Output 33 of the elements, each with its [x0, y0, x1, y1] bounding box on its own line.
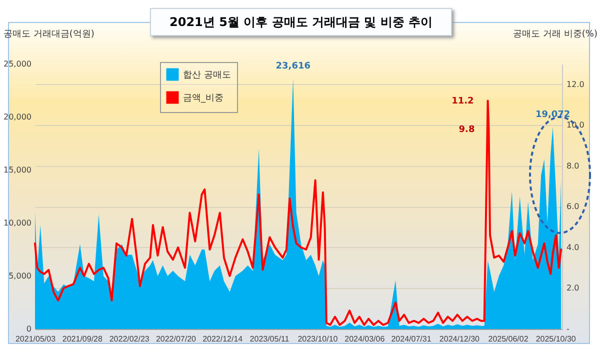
y-tick-label: 15,000 — [4, 166, 32, 174]
x-tick-label: 2025/06/02 — [488, 334, 529, 344]
data-label: 23,616 — [276, 62, 310, 72]
x-tick-label: 2023/05/11 — [250, 334, 290, 344]
y-axis-title: 공매도 거래대금(억원) — [4, 30, 94, 40]
y-tick-label: 25,000 — [4, 60, 32, 68]
x-tick-label: 2025/10/30 — [536, 334, 576, 344]
x-tick-label: 2022/02/23 — [109, 334, 150, 344]
x-tick-label: 2021/09/28 — [62, 334, 103, 344]
y2-tick-label: 2.0 — [566, 284, 580, 293]
x-tick-label: 2023/10/10 — [298, 334, 338, 344]
x-tick-label: 2024/07/31 — [391, 334, 432, 344]
legend-label: 합산 공매도 — [183, 70, 231, 80]
x-tick-label: 2022/07/20 — [156, 334, 197, 344]
legend-label: 금액_비중 — [183, 94, 224, 104]
y2-tick-label: 4.0 — [566, 242, 580, 252]
y2-tick-label: - — [566, 324, 570, 334]
data-label: 19,072 — [535, 110, 570, 120]
y2-axis-title: 공매도 거래 비중(%) — [513, 30, 598, 40]
data-label: 11.2 — [452, 96, 474, 107]
x-tick-label: 2024/12/30 — [439, 334, 480, 344]
x-tick-label: 2024/03/06 — [344, 334, 386, 344]
y-tick-label: 20,000 — [4, 112, 32, 122]
chart-title: 2021년 5월 이후 공매도 거래대금 및 비중 추이 — [150, 8, 452, 36]
data-label: 9.8 — [458, 125, 475, 136]
y-tick-label: 10,000 — [4, 218, 32, 228]
x-tick-label: 2021/05/03 — [15, 334, 56, 344]
y2-tick-label: 8.0 — [566, 161, 580, 170]
y2-tick-label: 12.0 — [566, 80, 584, 89]
y-tick-label: 5,000 — [8, 272, 32, 280]
y2-tick-label: 6.0 — [566, 202, 580, 212]
x-tick-label: 2022/12/14 — [202, 334, 244, 344]
y-tick-label: 0 — [26, 324, 32, 334]
